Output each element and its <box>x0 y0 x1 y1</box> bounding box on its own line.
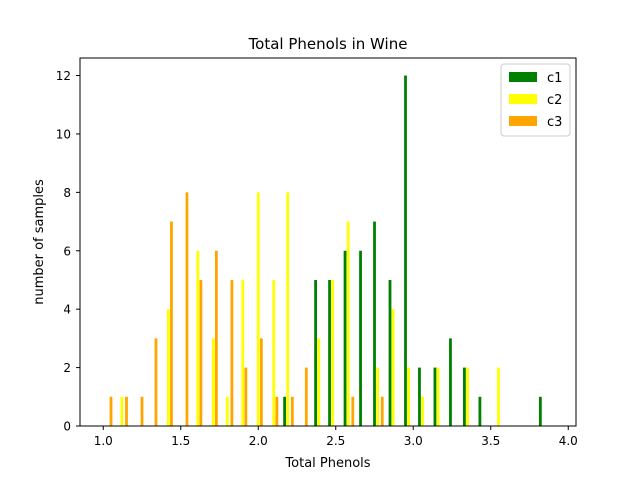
bar-c2-1 <box>166 309 170 426</box>
bar-c1-0 <box>283 396 286 426</box>
bar-c3-8 <box>230 279 234 426</box>
bar-c2-8 <box>286 192 290 426</box>
bar-c2-15 <box>421 396 424 426</box>
bar-c3-7 <box>215 250 218 426</box>
bar-c2-17 <box>466 367 469 426</box>
bar-c3-13 <box>304 367 308 426</box>
legend-label-c2: c2 <box>547 93 562 108</box>
bar-c1-12 <box>478 396 482 426</box>
legend-swatch-c3 <box>509 116 537 126</box>
legend-label-c3: c3 <box>547 115 562 130</box>
x-tick-label-1: 1.5 <box>171 434 190 448</box>
bar-c3-3 <box>154 338 158 426</box>
bars-layer <box>109 75 542 427</box>
bar-c1-5 <box>373 221 376 426</box>
bar-c2-0 <box>120 396 124 426</box>
bar-c2-3 <box>211 338 215 426</box>
bar-c3-10 <box>259 338 263 426</box>
bar-c2-18 <box>497 367 500 426</box>
legend-swatch-c2 <box>509 94 537 104</box>
legend: c1 c2 c3 <box>500 63 571 137</box>
bar-c1-11 <box>463 367 466 426</box>
bar-c3-1 <box>125 396 128 426</box>
bar-c1-4 <box>359 250 362 426</box>
bar-c2-13 <box>391 309 395 426</box>
bar-c2-5 <box>241 279 245 426</box>
bar-c1-7 <box>404 75 407 427</box>
bar-c1-8 <box>418 367 421 426</box>
bar-c3-9 <box>244 367 248 426</box>
plot-frame <box>79 57 577 427</box>
y-tick-label-6: 12 <box>56 69 71 83</box>
y-tick-label-1: 2 <box>63 361 71 375</box>
bar-c1-13 <box>538 396 542 426</box>
x-axis-label: Total Phenols <box>284 456 370 471</box>
legend-swatch-c1 <box>509 72 537 82</box>
bar-c3-2 <box>140 396 144 426</box>
bar-c2-7 <box>272 279 276 426</box>
y-tick-label-2: 4 <box>63 303 71 317</box>
bar-c2-10 <box>331 279 335 426</box>
bar-c1-6 <box>388 279 392 426</box>
bar-c2-2 <box>196 250 200 426</box>
y-axis-label: number of samples <box>32 179 47 305</box>
bar-c3-15 <box>380 396 384 426</box>
y-tick-label-0: 0 <box>63 420 71 434</box>
bar-c2-4 <box>225 396 229 426</box>
legend-label-c1: c1 <box>547 71 562 86</box>
bar-c3-6 <box>199 279 203 426</box>
x-tick-label-0: 1.0 <box>94 434 113 448</box>
x-tick-label-2: 2.0 <box>249 434 268 448</box>
bar-c2-14 <box>407 367 410 426</box>
x-tick-label-4: 3.0 <box>404 434 423 448</box>
x-tick-label-6: 4.0 <box>559 434 578 448</box>
bar-c3-12 <box>290 396 294 426</box>
bar-c1-1 <box>314 279 317 426</box>
bar-c3-11 <box>275 396 279 426</box>
bar-c3-5 <box>185 192 189 426</box>
bar-c2-16 <box>436 367 440 426</box>
x-tick-label-5: 3.5 <box>481 434 500 448</box>
bar-c3-14 <box>351 396 355 426</box>
bar-c3-0 <box>109 396 113 426</box>
bar-c2-6 <box>256 192 260 426</box>
x-tick-label-3: 2.5 <box>326 434 345 448</box>
y-tick-label-5: 10 <box>56 127 71 141</box>
bar-c1-10 <box>449 338 452 426</box>
bar-c1-2 <box>328 279 331 426</box>
bar-c2-11 <box>346 221 350 426</box>
chart-title: Total Phenols in Wine <box>248 35 408 53</box>
bar-c1-3 <box>343 250 347 426</box>
y-tick-label-4: 8 <box>63 186 71 200</box>
axes-layer: 1.0 1.5 2.0 2.5 3.0 3.5 4.0 0 2 4 6 8 10 12 <box>56 57 578 448</box>
bar-c2-12 <box>376 367 379 426</box>
bar-c1-9 <box>433 367 437 426</box>
y-tick-label-3: 6 <box>63 244 71 258</box>
bar-c3-4 <box>170 221 173 426</box>
bar-c2-9 <box>317 338 321 426</box>
